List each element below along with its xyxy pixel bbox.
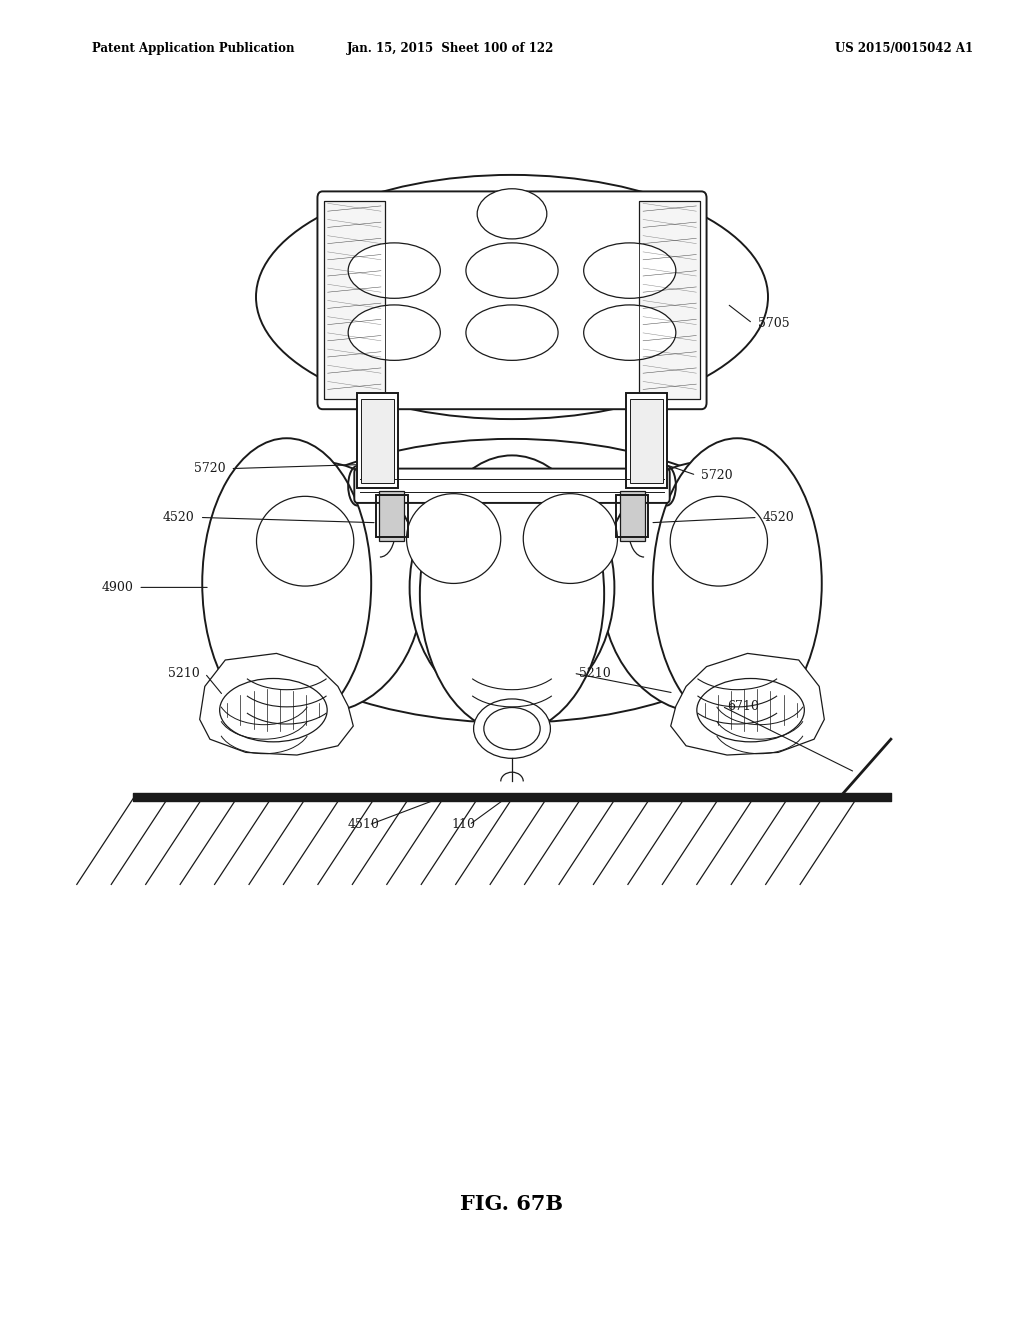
- Text: 4520: 4520: [763, 511, 795, 524]
- Text: 5720: 5720: [701, 469, 733, 482]
- Ellipse shape: [477, 189, 547, 239]
- Polygon shape: [200, 653, 353, 755]
- Text: 6710: 6710: [727, 700, 759, 713]
- Text: 4510: 4510: [347, 818, 380, 832]
- Bar: [376, 495, 408, 537]
- Bar: [379, 491, 404, 541]
- Bar: [626, 393, 667, 488]
- Text: 4900: 4900: [101, 581, 133, 594]
- Text: 4520: 4520: [163, 511, 195, 524]
- Text: US 2015/0015042 A1: US 2015/0015042 A1: [835, 42, 973, 55]
- Bar: [361, 399, 394, 483]
- Text: 5720: 5720: [194, 462, 225, 475]
- Ellipse shape: [218, 462, 423, 713]
- Ellipse shape: [407, 494, 501, 583]
- Bar: [324, 201, 385, 399]
- Ellipse shape: [203, 438, 372, 729]
- Text: 5705: 5705: [758, 317, 790, 330]
- Ellipse shape: [225, 438, 799, 722]
- Bar: [639, 201, 700, 399]
- Ellipse shape: [523, 494, 617, 583]
- Bar: [357, 393, 398, 488]
- Text: Patent Application Publication: Patent Application Publication: [92, 42, 295, 55]
- Ellipse shape: [466, 243, 558, 298]
- Bar: [324, 201, 385, 399]
- Ellipse shape: [466, 305, 558, 360]
- Bar: [616, 495, 648, 537]
- Ellipse shape: [348, 305, 440, 360]
- Ellipse shape: [696, 678, 805, 742]
- Ellipse shape: [220, 678, 328, 742]
- Bar: [639, 201, 700, 399]
- Ellipse shape: [410, 462, 614, 713]
- Ellipse shape: [348, 243, 440, 298]
- Bar: [620, 491, 645, 541]
- FancyBboxPatch shape: [317, 191, 707, 409]
- Ellipse shape: [256, 176, 768, 420]
- Text: 5210: 5210: [579, 667, 610, 680]
- Ellipse shape: [584, 305, 676, 360]
- Ellipse shape: [584, 243, 676, 298]
- Ellipse shape: [653, 438, 822, 729]
- Polygon shape: [671, 653, 824, 755]
- Ellipse shape: [473, 700, 551, 759]
- Ellipse shape: [420, 455, 604, 733]
- FancyBboxPatch shape: [354, 469, 670, 503]
- Ellipse shape: [601, 462, 806, 713]
- Text: FIG. 67B: FIG. 67B: [461, 1193, 563, 1214]
- Text: 5210: 5210: [168, 667, 200, 680]
- Ellipse shape: [483, 708, 541, 750]
- Ellipse shape: [670, 496, 768, 586]
- Text: Jan. 15, 2015  Sheet 100 of 122: Jan. 15, 2015 Sheet 100 of 122: [347, 42, 554, 55]
- Text: 110: 110: [452, 818, 476, 832]
- Bar: [630, 399, 663, 483]
- Ellipse shape: [256, 496, 354, 586]
